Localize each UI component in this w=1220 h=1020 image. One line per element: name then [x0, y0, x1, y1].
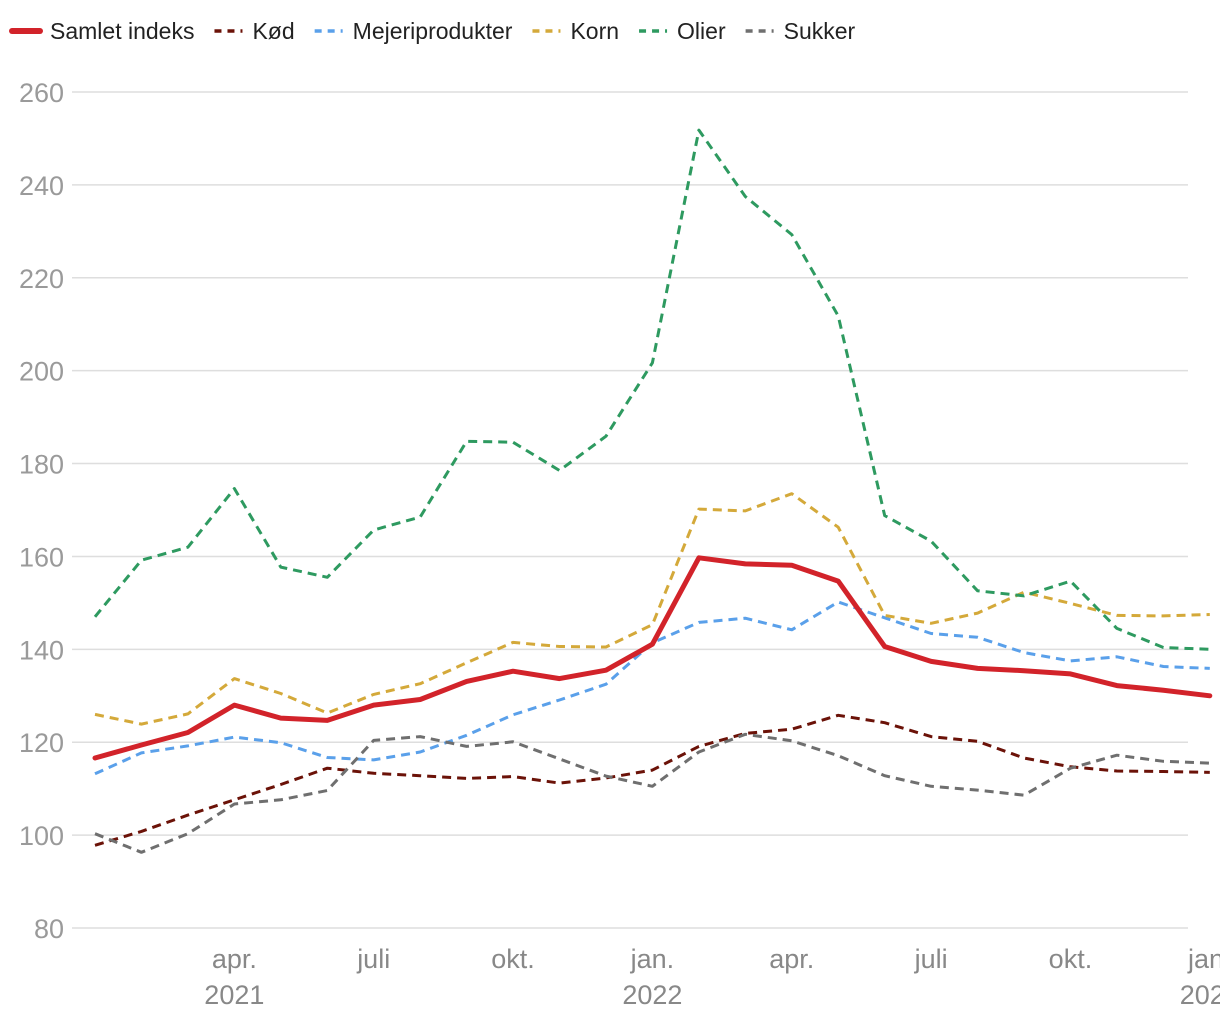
y-tick-label: 100	[19, 821, 64, 851]
y-tick-label: 80	[34, 914, 64, 944]
x-axis-ticks: apr. 2021 juli okt. jan. 2022 apr. juli okt. jan.…	[204, 944, 1220, 1010]
legend-label: Samlet indeks	[50, 18, 194, 44]
x-tick-label: okt.	[1049, 944, 1093, 974]
legend: Samlet indeks Kød Mejeriprodukter Korn Olier…	[9, 18, 856, 44]
legend-label: Olier	[677, 18, 726, 44]
x-tick-year-label: 2023	[1180, 980, 1220, 1010]
y-tick-label: 260	[19, 78, 64, 108]
y-axis-ticks: 80 100 120 140 160 180 200 220 240 260	[19, 78, 64, 944]
y-tick-label: 200	[19, 357, 64, 387]
x-tick-label: juli	[914, 944, 948, 974]
series-line-olier	[93, 128, 1210, 651]
legend-label: Kød	[252, 18, 294, 44]
x-tick-label: apr.	[769, 944, 814, 974]
y-tick-label: 160	[19, 542, 64, 572]
series-line-korn	[94, 492, 1210, 726]
gridlines	[72, 91, 1188, 929]
y-tick-label: 240	[19, 171, 64, 201]
y-tick-label: 220	[19, 264, 64, 294]
legend-label: Sukker	[784, 18, 856, 44]
x-tick-label: okt.	[491, 944, 535, 974]
series-lines	[92, 128, 1213, 854]
y-tick-label: 120	[19, 728, 64, 758]
y-tick-label: 180	[19, 450, 64, 480]
x-tick-label: juli	[356, 944, 390, 974]
series-line-kød	[94, 713, 1210, 847]
series-line-samlet-indeks	[92, 555, 1213, 761]
series-line-sukker	[94, 732, 1210, 854]
x-tick-year-label: 2021	[204, 980, 264, 1010]
y-tick-label: 140	[19, 635, 64, 665]
x-tick-year-label: 2022	[622, 980, 682, 1010]
legend-label: Korn	[570, 18, 619, 44]
x-tick-label: jan.	[1187, 944, 1220, 974]
legend-label: Mejeriprodukter	[353, 18, 513, 44]
x-tick-label: jan.	[630, 944, 675, 974]
x-tick-label: apr.	[212, 944, 257, 974]
